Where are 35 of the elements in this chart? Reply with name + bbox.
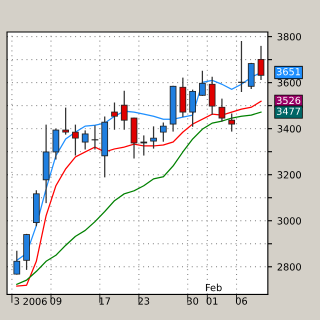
x-tick-label: 30 (187, 297, 198, 305)
candlestick (120, 90, 128, 130)
text: 2006 (23, 298, 47, 306)
x-tick-label: 23 (138, 297, 150, 305)
x-tick-label: 09 (50, 297, 62, 305)
candlestick (82, 130, 89, 150)
x-tick-label: 3 (14, 297, 20, 305)
candlestick (208, 76, 216, 115)
candlestick (228, 114, 236, 132)
candlestick (72, 124, 79, 156)
text: 3651 (276, 68, 300, 76)
candlestick (150, 126, 157, 149)
candlestick (52, 128, 60, 160)
annotation: Feb (206, 284, 222, 292)
y-tick-label: 2800 (278, 263, 301, 271)
y-tick-label: 3200 (278, 171, 301, 179)
candlestick (199, 70, 206, 96)
y-tick-label: 3800 (278, 33, 301, 40)
y-tick-label: 3400 (278, 125, 301, 133)
candlestick (62, 108, 69, 135)
candlestick (111, 102, 118, 130)
candlestick (13, 250, 20, 275)
x-tick-label: 17 (100, 297, 110, 305)
y-tick-label: 3600 (278, 79, 301, 86)
candlestick (140, 135, 148, 156)
text: 3477 (276, 108, 300, 115)
candlestick (189, 90, 196, 127)
candlestick (248, 62, 255, 90)
candlestick (238, 41, 245, 92)
candlestick (258, 46, 264, 80)
candlestick (92, 126, 98, 150)
candlestick (218, 98, 226, 122)
y-tick-label: 3000 (278, 217, 301, 225)
text: 3526 (276, 96, 300, 104)
candlestick (160, 122, 167, 142)
